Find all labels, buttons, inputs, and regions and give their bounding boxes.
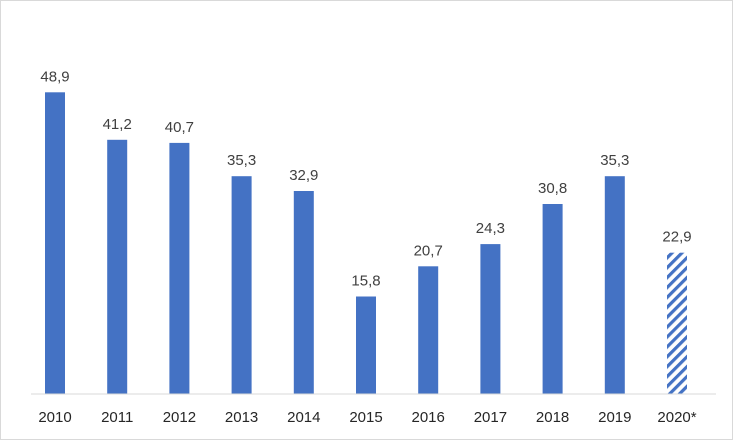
bar-2019 xyxy=(604,176,625,394)
bar-2020-projected xyxy=(667,252,687,394)
bar-2014 xyxy=(293,191,314,394)
data-label-2014: 32,9 xyxy=(289,167,318,184)
data-labels: 48,9 41,2 40,7 35,3 32,9 15,8 20,7 24,3 30,8 35,3… xyxy=(40,68,691,289)
bar-2010 xyxy=(45,92,65,395)
bar-2013 xyxy=(231,176,252,394)
data-label-2018: 30,8 xyxy=(538,180,567,197)
x-tick-label-2017: 2017 xyxy=(474,409,507,426)
x-axis-tick-labels: 2010 2011 2012 2013 2014 2015 2016 2017 2018 2019… xyxy=(38,409,696,426)
x-tick-label-2010: 2010 xyxy=(38,409,71,426)
data-label-2011: 41,2 xyxy=(103,116,132,133)
data-label-2019: 35,3 xyxy=(600,152,629,169)
data-label-2015: 15,8 xyxy=(351,273,380,290)
bar-2012 xyxy=(169,142,190,394)
x-tick-label-2019: 2019 xyxy=(598,409,631,426)
bar-2016 xyxy=(418,266,439,394)
x-tick-label-2012: 2012 xyxy=(163,409,196,426)
x-tick-label-2013: 2013 xyxy=(225,409,258,426)
bar-2017 xyxy=(480,244,501,394)
bar-series xyxy=(45,92,687,395)
x-tick-label-2020-projected: 2020* xyxy=(657,409,696,426)
data-label-2017: 24,3 xyxy=(476,220,505,237)
x-tick-label-2011: 2011 xyxy=(101,409,133,426)
x-tick-label-2014: 2014 xyxy=(287,409,320,426)
bar-2011 xyxy=(107,139,128,394)
x-tick-label-2018: 2018 xyxy=(536,409,569,426)
data-label-2020-projected: 22,9 xyxy=(662,229,691,246)
data-label-2016: 20,7 xyxy=(414,242,443,259)
bar-2018 xyxy=(542,204,563,394)
data-label-2012: 40,7 xyxy=(165,119,194,136)
bar-2015 xyxy=(356,296,376,394)
x-tick-label-2015: 2015 xyxy=(349,409,382,426)
data-label-2013: 35,3 xyxy=(227,152,256,169)
x-tick-label-2016: 2016 xyxy=(412,409,445,426)
data-label-2010: 48,9 xyxy=(40,68,69,85)
